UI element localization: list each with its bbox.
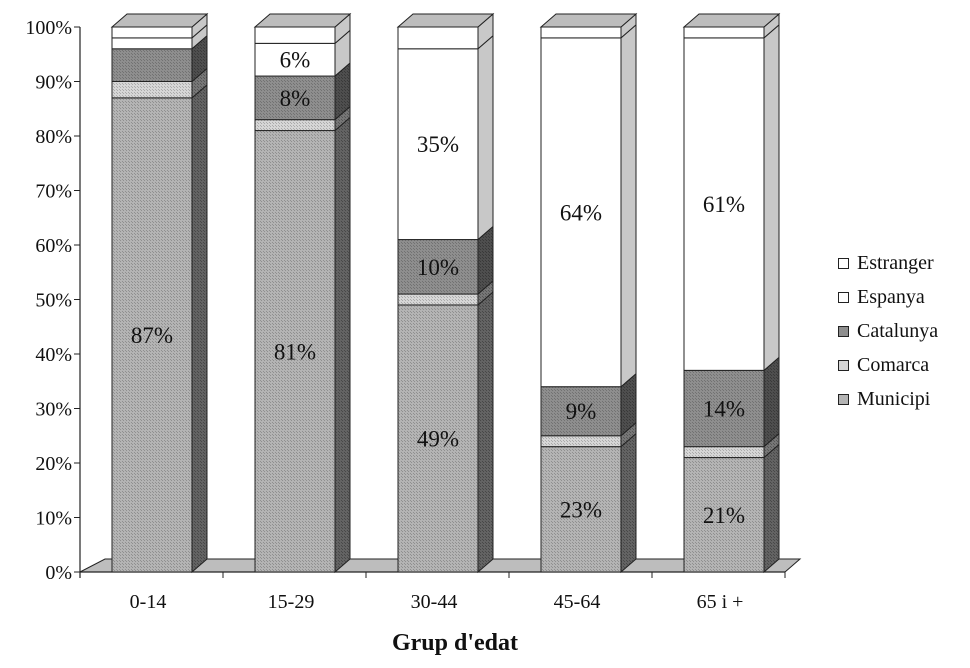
bar-segment-catalunya [397,239,479,295]
bar-side-municipi [334,116,351,574]
bar-segment-estranger [111,26,193,39]
bar-segment-comarca [540,435,622,448]
y-tick-label: 0% [45,562,72,584]
bar-segment-comarca [397,293,479,306]
data-label: 81% [274,339,316,364]
y-tick-label: 70% [35,181,72,203]
data-label: 10% [417,255,459,280]
legend-item-municipi: Municipi [838,382,968,416]
data-label: 23% [560,497,602,522]
bar-side-espanya [477,34,494,241]
legend-item-estranger: Estranger [838,246,968,280]
data-label: 87% [131,323,173,348]
x-axis-title-wrap: Grup d'edat [0,630,970,657]
bar-segment-municipi [683,457,765,573]
bar-segment-catalunya [540,386,622,437]
x-tick-label: 30-44 [411,591,458,613]
bar-segment-comarca [111,81,193,99]
legend-label: Municipi [857,387,931,410]
y-tick-label: 40% [35,344,72,366]
legend-swatch [838,291,849,303]
bar-side-municipi [191,83,208,574]
y-tick-label: 60% [35,235,72,257]
x-tick-label: 15-29 [268,591,315,613]
bar-top [253,13,352,28]
bar-segment-municipi [111,97,193,573]
bar-top [110,13,209,28]
bar-segment-estranger [254,26,336,44]
bar-top [539,13,638,28]
bar-segment-estranger [540,26,622,39]
data-label: 21% [703,503,745,528]
bar-side-espanya [620,23,637,388]
x-tick-label: 45-64 [554,591,601,613]
legend-swatch [838,257,849,269]
y-tick-label: 90% [35,72,72,94]
data-label: 8% [280,86,311,111]
bar-segment-comarca [254,119,336,132]
legend-item-catalunya: Catalunya [838,314,968,348]
legend-label: Estranger [857,251,934,274]
x-axis-title: Grup d'edat [391,630,519,656]
y-tick-label: 100% [25,17,72,39]
data-label: 14% [703,397,745,422]
bar-segment-espanya [111,37,193,50]
bar-segment-municipi [254,130,336,573]
bar-side-municipi [620,432,637,574]
bar-side-catalunya [763,356,780,448]
legend-item-espanya: Espanya [838,280,968,314]
legend: Estranger Espanya Catalunya Comarca Municipi [838,246,968,416]
legend-swatch [838,393,849,405]
legend-label: Catalunya [857,319,939,342]
bar-segment-municipi [540,446,622,573]
bar-segment-catalunya [111,48,193,82]
x-tick-label: 0-14 [130,591,167,613]
y-tick-label: 10% [35,508,72,530]
bar-segment-comarca [683,446,765,459]
legend-swatch [838,325,849,337]
bar-top [682,13,781,28]
bar-segment-estranger [683,26,765,39]
bar-segment-municipi [397,304,479,573]
legend-swatch [838,359,849,371]
data-label: 6% [280,48,311,73]
legend-item-comarca: Comarca [838,348,968,382]
legend-label: Comarca [857,353,930,376]
data-label: 35% [417,132,459,157]
bar-side-municipi [477,290,494,574]
bar-segment-estranger [397,26,479,50]
y-tick-label: 50% [35,290,72,312]
data-label: 49% [417,426,459,451]
data-label: 61% [703,192,745,217]
data-label: 9% [566,399,597,424]
x-tick-label: 65 i + [697,591,744,613]
bar-segment-espanya [540,37,622,388]
y-tick-label: 30% [35,399,72,421]
bar-side-municipi [763,443,780,574]
y-tick-label: 20% [35,453,72,475]
bar-segment-catalunya [254,75,336,121]
bar-side-espanya [763,23,780,372]
data-label: 64% [560,200,602,225]
bar-top [396,13,495,28]
bar-segment-espanya [683,37,765,371]
legend-label: Espanya [857,285,925,308]
y-tick-label: 80% [35,126,72,148]
